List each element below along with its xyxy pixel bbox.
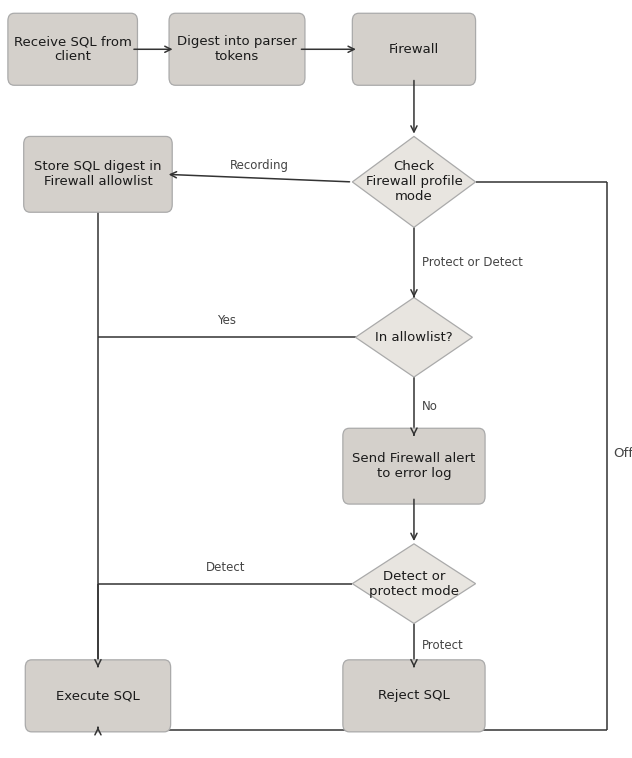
Text: No: No	[422, 400, 437, 413]
FancyBboxPatch shape	[8, 14, 138, 86]
Text: Send Firewall alert
to error log: Send Firewall alert to error log	[352, 453, 476, 480]
FancyBboxPatch shape	[343, 428, 485, 504]
FancyBboxPatch shape	[25, 659, 171, 732]
Text: Recording: Recording	[229, 159, 289, 172]
Text: Digest into parser
tokens: Digest into parser tokens	[177, 36, 297, 63]
Text: Firewall: Firewall	[389, 42, 439, 56]
Text: Protect or Detect: Protect or Detect	[422, 256, 523, 269]
Text: Check
Firewall profile
mode: Check Firewall profile mode	[365, 161, 463, 203]
Text: Execute SQL: Execute SQL	[56, 689, 140, 703]
Text: Protect: Protect	[422, 639, 463, 652]
Polygon shape	[355, 297, 473, 377]
Polygon shape	[353, 544, 476, 623]
FancyBboxPatch shape	[169, 14, 305, 86]
Text: Yes: Yes	[217, 315, 236, 327]
Text: Store SQL digest in
Firewall allowlist: Store SQL digest in Firewall allowlist	[34, 161, 162, 188]
FancyBboxPatch shape	[343, 659, 485, 732]
Polygon shape	[353, 136, 476, 227]
Text: Detect or
protect mode: Detect or protect mode	[369, 570, 459, 597]
Text: Reject SQL: Reject SQL	[378, 689, 450, 703]
FancyBboxPatch shape	[353, 14, 475, 86]
Text: Off: Off	[613, 446, 632, 459]
Text: Detect: Detect	[205, 561, 245, 574]
Text: In allowlist?: In allowlist?	[375, 330, 453, 344]
Text: Receive SQL from
client: Receive SQL from client	[14, 36, 131, 63]
FancyBboxPatch shape	[24, 136, 172, 212]
